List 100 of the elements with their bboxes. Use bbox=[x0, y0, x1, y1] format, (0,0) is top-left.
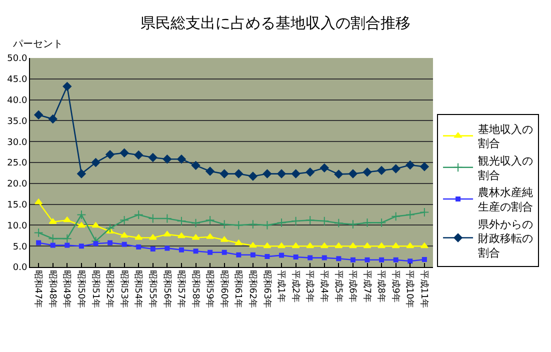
point bbox=[176, 216, 186, 226]
point bbox=[308, 255, 313, 260]
point bbox=[350, 257, 356, 262]
point bbox=[276, 218, 286, 228]
point bbox=[206, 166, 214, 176]
point bbox=[120, 232, 128, 238]
point bbox=[322, 255, 327, 260]
point bbox=[77, 222, 86, 228]
point bbox=[76, 210, 86, 220]
point bbox=[305, 215, 315, 225]
point bbox=[206, 233, 214, 239]
legend-label: 農林水産純生産の割合 bbox=[478, 186, 534, 214]
point bbox=[248, 220, 258, 230]
point bbox=[34, 228, 44, 238]
y-tick-label: 50.0 bbox=[7, 54, 28, 64]
x-tick-label: 平成6年 bbox=[347, 270, 358, 303]
point bbox=[193, 248, 198, 254]
x-tick-label: 平成1年 bbox=[276, 270, 287, 303]
point bbox=[220, 169, 229, 178]
point bbox=[64, 242, 70, 248]
point bbox=[363, 242, 372, 248]
point bbox=[320, 216, 330, 226]
x-tick-label: 平成3年 bbox=[304, 270, 316, 303]
y-tick-label: 20.0 bbox=[7, 180, 28, 190]
point bbox=[420, 242, 428, 248]
point bbox=[106, 150, 114, 159]
point bbox=[306, 242, 314, 248]
point bbox=[248, 172, 258, 181]
point bbox=[191, 218, 200, 228]
point bbox=[250, 252, 256, 258]
y-tick-label: 0.0 bbox=[12, 263, 28, 274]
point bbox=[391, 164, 400, 174]
y-tick-label: 5.0 bbox=[12, 242, 28, 252]
point bbox=[292, 242, 300, 248]
point bbox=[208, 250, 213, 255]
x-tick-label: 昭和56年 bbox=[161, 270, 172, 308]
point bbox=[122, 242, 127, 247]
x-tick-label: 昭和52年 bbox=[104, 270, 116, 308]
y-tick-label: 45.0 bbox=[7, 75, 28, 86]
point bbox=[222, 250, 227, 255]
point bbox=[62, 82, 72, 91]
point bbox=[320, 164, 329, 172]
point bbox=[264, 254, 270, 260]
x-tick-label: 平成4年 bbox=[318, 270, 330, 303]
legend-label: 観光収入の割合 bbox=[478, 154, 534, 182]
point bbox=[34, 110, 43, 120]
x-tick-label: 昭和58年 bbox=[190, 270, 201, 308]
x-tick-label: 平成5年 bbox=[332, 270, 344, 303]
point bbox=[191, 161, 200, 170]
x-tick-label: 昭和60年 bbox=[218, 270, 230, 308]
x-tick-label: 平成2年 bbox=[290, 270, 301, 303]
point bbox=[422, 256, 427, 262]
point bbox=[92, 222, 100, 228]
x-tick-label: 昭和47年 bbox=[32, 270, 44, 308]
point bbox=[291, 169, 300, 178]
point bbox=[91, 158, 100, 167]
point bbox=[48, 234, 58, 244]
point bbox=[420, 208, 430, 217]
point bbox=[48, 114, 58, 124]
point bbox=[236, 252, 242, 258]
point bbox=[349, 242, 357, 248]
point bbox=[164, 246, 170, 251]
point bbox=[36, 240, 42, 246]
point bbox=[150, 246, 156, 252]
x-tick-label: 平成7年 bbox=[361, 270, 372, 303]
point bbox=[391, 212, 401, 222]
x-tick-label: 昭和51年 bbox=[90, 270, 101, 308]
y-axis-title: パーセント bbox=[12, 39, 63, 50]
point bbox=[177, 154, 186, 164]
point bbox=[306, 168, 314, 177]
point bbox=[405, 210, 415, 220]
point bbox=[291, 216, 301, 226]
point bbox=[348, 220, 358, 230]
point bbox=[108, 240, 113, 246]
point bbox=[148, 234, 157, 240]
point bbox=[277, 169, 286, 178]
point bbox=[234, 220, 244, 230]
point bbox=[105, 223, 115, 233]
point bbox=[77, 169, 86, 178]
point bbox=[262, 169, 272, 178]
point bbox=[362, 168, 372, 177]
point bbox=[34, 198, 43, 204]
x-tick-label: 平成9年 bbox=[390, 270, 401, 303]
x-tick-label: 平成10年 bbox=[404, 270, 416, 308]
point bbox=[134, 210, 144, 220]
point bbox=[178, 232, 186, 238]
x-tick-label: 昭和53年 bbox=[118, 270, 130, 308]
point bbox=[48, 218, 57, 224]
point bbox=[63, 216, 72, 222]
point bbox=[234, 169, 244, 178]
legend-label: 基地収入の割合 bbox=[478, 122, 534, 150]
x-tick-label: 昭和59年 bbox=[204, 270, 216, 308]
point bbox=[379, 257, 384, 262]
point bbox=[362, 218, 372, 228]
x-tick-label: 昭和48年 bbox=[46, 270, 58, 308]
point bbox=[93, 241, 98, 246]
point bbox=[376, 218, 386, 228]
point bbox=[334, 242, 343, 248]
y-tick-label: 35.0 bbox=[7, 116, 28, 127]
point bbox=[134, 234, 143, 240]
